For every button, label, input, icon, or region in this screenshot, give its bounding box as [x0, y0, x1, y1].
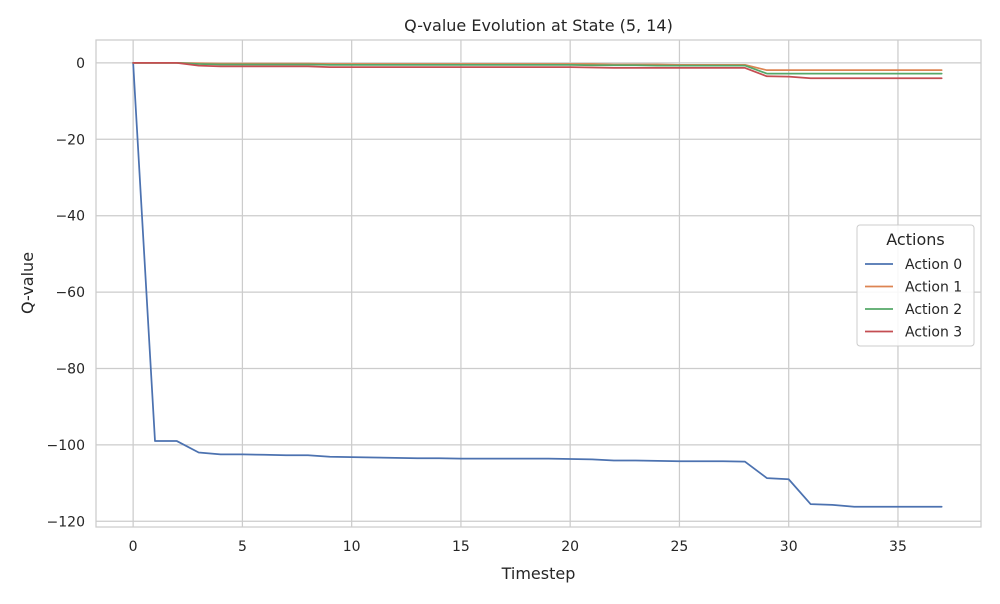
y-axis-label: Q-value [18, 252, 37, 314]
y-tick-label: −40 [55, 209, 85, 225]
y-tick-label: −80 [55, 361, 85, 377]
y-tick-label: −120 [47, 514, 85, 530]
legend-entries: Action 0 Action 1 Action 2 Action 3 [865, 257, 962, 341]
chart-title: Q-value Evolution at State (5, 14) [404, 16, 673, 35]
x-tick-label: 0 [129, 539, 138, 555]
legend-label-action-0: Action 0 [905, 257, 962, 273]
x-tick-label: 15 [452, 539, 470, 555]
x-tick-label: 20 [561, 539, 579, 555]
x-tick-label: 5 [238, 539, 247, 555]
legend: Actions Action 0 Action 1 Action 2 Action 3 [856, 224, 975, 347]
series-line-action-2 [132, 62, 943, 75]
legend-label-action-3: Action 3 [905, 325, 962, 341]
x-axis-label: Timestep [501, 564, 576, 583]
y-tick-label: −20 [55, 132, 85, 148]
plot-area-frame [95, 39, 982, 528]
series-line-action-3 [132, 62, 943, 80]
y-tick-label: −100 [47, 438, 85, 454]
legend-label-action-2: Action 2 [905, 302, 962, 318]
y-tick-label: 0 [76, 56, 85, 72]
series-lines [132, 62, 943, 508]
x-tick-label: 10 [343, 539, 361, 555]
x-tick-label: 35 [889, 539, 907, 555]
y-tick-label: −60 [55, 285, 85, 301]
legend-box [856, 224, 975, 347]
legend-title: Actions [886, 230, 944, 249]
legend-label-action-1: Action 1 [905, 280, 962, 296]
tick-labels: 0 5 10 15 20 25 30 35 0 −20 −40 −60 −80 −100 −120 [47, 56, 907, 555]
x-tick-label: 30 [780, 539, 798, 555]
x-tick-label: 25 [671, 539, 689, 555]
grid [96, 40, 981, 527]
series-line-action-0 [132, 62, 943, 508]
